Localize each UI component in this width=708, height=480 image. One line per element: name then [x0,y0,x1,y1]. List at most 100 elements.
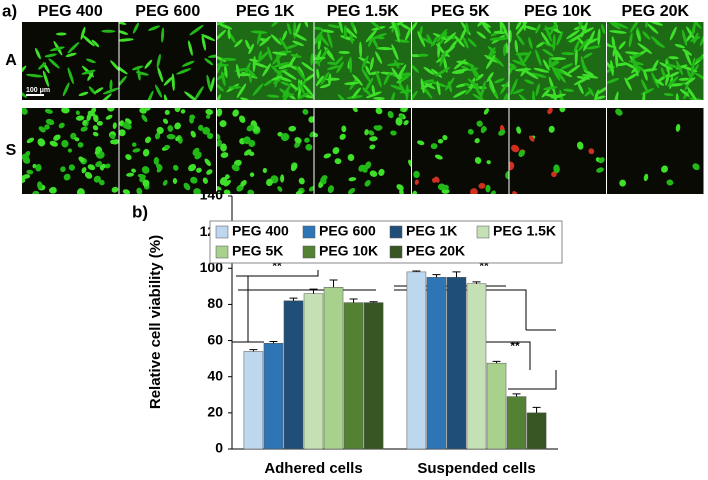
cell [490,190,496,194]
background [217,108,314,194]
cell [667,76,679,87]
cell [607,41,614,48]
cell [434,66,451,77]
cell [413,170,420,179]
micrograph [22,108,119,194]
cell [68,164,76,171]
cell [309,131,314,138]
cell [516,34,525,46]
cell [358,164,366,172]
cell [315,75,324,87]
cell [270,65,283,77]
cell [244,62,251,76]
cell [613,91,619,100]
cell [81,69,96,75]
cell [210,77,215,92]
x-tick-label: Adhered cells [264,460,362,477]
cell [221,71,226,87]
cell [339,133,346,140]
column-header: PEG 1K [236,3,295,20]
cell [272,51,288,56]
cell [224,174,230,180]
cell [282,30,288,41]
cell [141,114,148,123]
cell [341,125,347,133]
cell [378,168,385,176]
cell [351,87,361,99]
cell [491,55,504,67]
cell [111,139,119,145]
cell [219,120,227,128]
cell [661,165,668,173]
cell [323,153,332,159]
cell [408,159,411,168]
cell [37,138,46,147]
micrograph [217,108,314,194]
cell [541,88,551,98]
cell [647,23,659,34]
cell [327,185,335,194]
cell [619,179,626,187]
cell [270,34,282,45]
cell [49,46,65,52]
cell [290,53,302,58]
cell [207,54,216,58]
bar [343,302,364,450]
cell [53,134,61,141]
cell [383,72,391,86]
cell [349,33,354,44]
cell [615,108,623,116]
cell [181,60,195,67]
cell [338,22,344,34]
cell [669,26,677,41]
cell [180,109,186,114]
cell [22,178,26,184]
cell [190,176,198,184]
cells [217,108,314,194]
cell [403,120,409,126]
cell [282,70,297,80]
cell [642,31,651,40]
cell [105,114,113,120]
cell [55,32,67,36]
cell [441,188,450,194]
cell [691,22,696,36]
cell [421,37,436,46]
cell [250,30,268,34]
row-label: S [6,142,17,159]
cell [367,130,375,136]
cell [184,91,198,100]
column-header: PEG 1.5K [327,3,399,20]
cell [478,182,486,189]
cell [489,37,501,41]
cell [645,22,649,28]
cell [70,132,77,140]
cell [371,84,376,96]
cell [687,69,693,81]
cell [364,179,371,187]
background [607,108,704,194]
cell [262,63,272,77]
cells [607,108,704,194]
cell [163,76,174,86]
error-bar [289,297,298,301]
cell [334,56,344,66]
cell [624,77,632,91]
cell [436,43,446,55]
cell [420,79,435,84]
cell [244,149,252,156]
cell [576,141,584,150]
cell [481,22,492,34]
micrograph [119,22,216,100]
cell [58,122,65,129]
error-bar [369,301,378,303]
bar [406,271,427,450]
cell [119,38,134,42]
cell [301,83,314,97]
cell [80,126,88,132]
cell [206,74,211,91]
cell [314,30,324,43]
legend-label: PEG 600 [319,223,376,239]
cell [88,86,96,95]
cell [502,93,508,100]
